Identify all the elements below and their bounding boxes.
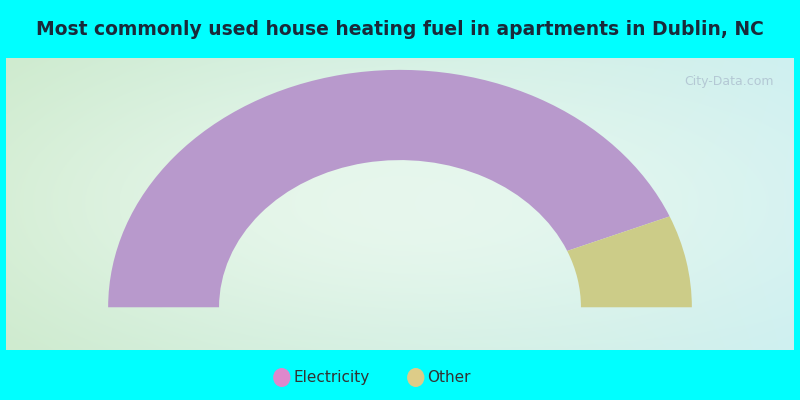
Text: Other: Other	[427, 370, 471, 385]
Wedge shape	[108, 70, 670, 307]
Wedge shape	[567, 216, 692, 307]
Text: Most commonly used house heating fuel in apartments in Dublin, NC: Most commonly used house heating fuel in…	[36, 20, 764, 40]
Ellipse shape	[273, 368, 290, 387]
Text: City-Data.com: City-Data.com	[684, 75, 774, 88]
Ellipse shape	[407, 368, 425, 387]
Text: Electricity: Electricity	[294, 370, 370, 385]
